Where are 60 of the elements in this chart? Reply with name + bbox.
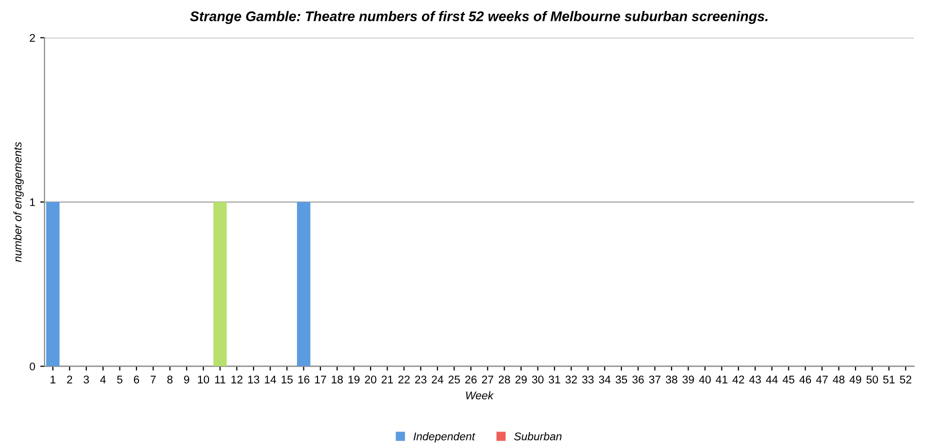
x-tick-label: 30 <box>532 376 544 384</box>
x-tick-label: 34 <box>598 376 611 384</box>
x-tick-label: 50 <box>866 376 878 384</box>
x-tick-label: 39 <box>682 376 694 384</box>
x-tick-label: 43 <box>749 376 761 384</box>
x-tick-label: 23 <box>415 376 426 384</box>
x-tick-label: 15 <box>282 376 293 384</box>
x-tick-label: 17 <box>315 376 326 384</box>
x-tick-label: 10 <box>198 376 210 384</box>
y-tick-label: 0 <box>30 362 36 370</box>
x-tick-label: 29 <box>515 376 527 384</box>
legend-label: Independent <box>414 432 476 443</box>
x-tick-label: 22 <box>398 376 410 384</box>
x-tick-label: 48 <box>832 376 844 384</box>
x-tick-label: 6 <box>134 376 140 384</box>
x-tick-label: 28 <box>498 376 510 384</box>
x-axis-title: Week <box>466 391 494 400</box>
x-tick-label: 38 <box>666 376 678 384</box>
x-tick-label: 36 <box>632 376 644 384</box>
x-tick-label: 2 <box>67 376 72 384</box>
x-tick-label: 46 <box>799 376 812 384</box>
x-tick-label: 13 <box>248 376 260 384</box>
x-tick-label: 27 <box>482 376 494 384</box>
legend-label: Suburban <box>514 432 562 440</box>
x-tick-label: 47 <box>816 376 828 384</box>
x-tick-label: 44 <box>766 376 778 384</box>
y-axis-title: number of engagements <box>13 142 24 262</box>
y-tick-label: 2 <box>30 34 35 42</box>
x-tick-label: 12 <box>231 376 242 384</box>
x-tick-label: 37 <box>649 376 660 384</box>
x-tick-label: 51 <box>883 376 895 384</box>
chart-title: Strange Gamble: Theatre numbers of first 52 weeks of Melbourne suburban screenings. <box>190 11 768 24</box>
x-tick-label: 26 <box>465 376 477 384</box>
x-tick-label: 3 <box>84 376 89 384</box>
x-tick-label: 42 <box>732 376 744 384</box>
x-tick-label: 45 <box>782 376 794 384</box>
x-tick-label: 5 <box>117 376 122 384</box>
x-tick-label: 4 <box>100 376 106 384</box>
x-tick-label: 8 <box>167 376 173 384</box>
x-tick-label: 16 <box>298 376 310 384</box>
x-tick-label: 32 <box>565 376 577 384</box>
x-tick-label: 19 <box>348 376 360 384</box>
y-tick-label: 1 <box>30 198 35 206</box>
x-tick-label: 52 <box>900 376 912 384</box>
x-tick-label: 20 <box>364 376 376 384</box>
x-tick-label: 14 <box>264 376 276 384</box>
x-tick-label: 1 <box>50 376 56 384</box>
x-tick-label: 21 <box>382 376 393 384</box>
x-tick-label: 40 <box>699 376 711 384</box>
x-tick-label: 31 <box>548 376 560 384</box>
x-tick-label: 33 <box>582 376 594 384</box>
x-tick-label: 7 <box>150 376 156 384</box>
x-tick-label: 41 <box>716 376 728 384</box>
x-tick-label: 24 <box>432 376 444 384</box>
x-tick-label: 25 <box>448 376 460 384</box>
x-tick-label: 49 <box>850 376 862 384</box>
x-tick-label: 9 <box>184 376 190 384</box>
x-tick-label: 35 <box>616 376 628 384</box>
x-tick-label: 18 <box>332 376 343 384</box>
x-tick-label: 11 <box>215 376 226 384</box>
